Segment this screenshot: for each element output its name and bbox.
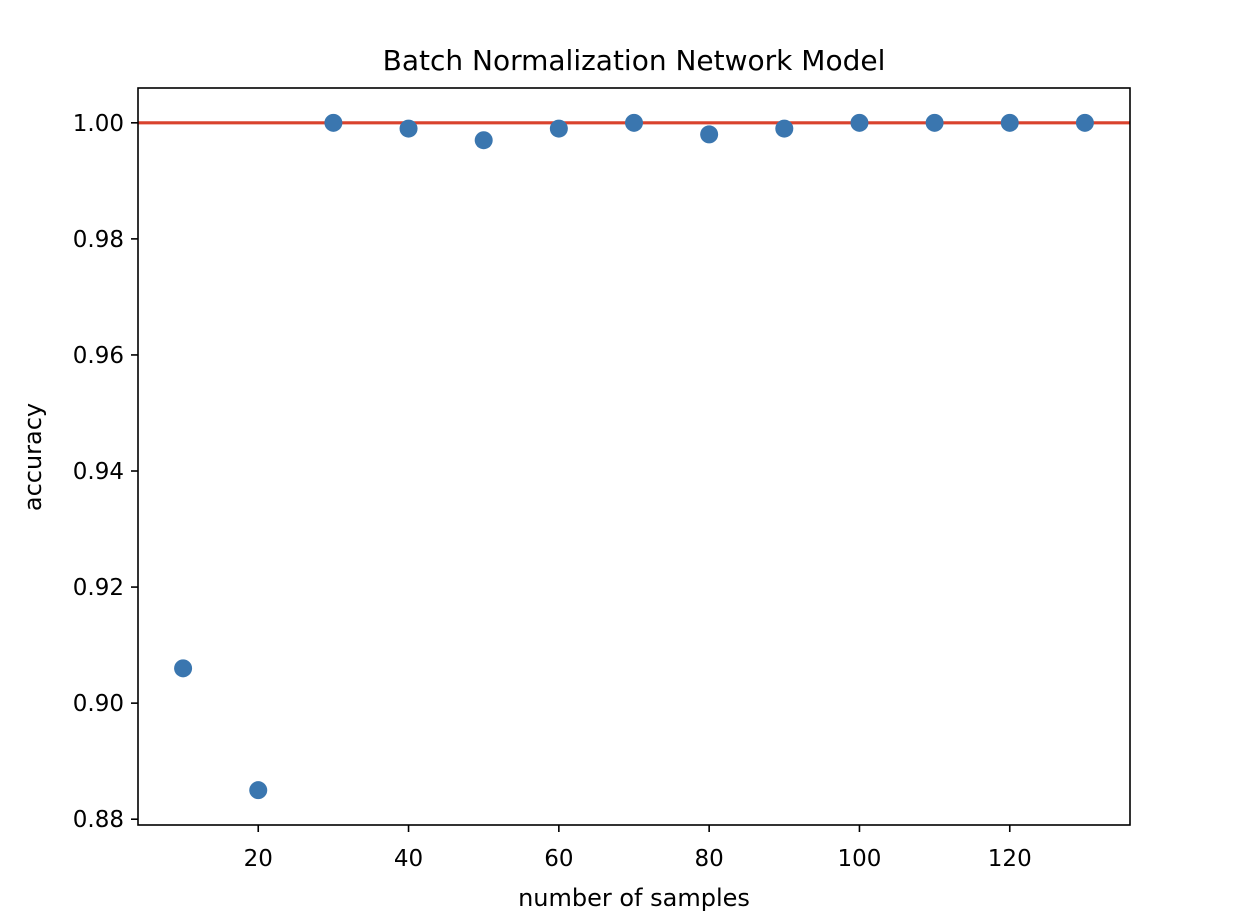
x-tick-label: 60 (544, 846, 573, 872)
data-point (850, 113, 869, 132)
y-tick-label: 0.96 (73, 343, 124, 369)
y-axis-label: accuracy (19, 403, 47, 511)
data-point (925, 113, 944, 132)
data-point (399, 119, 418, 138)
chart-title: Batch Normalization Network Model (383, 44, 886, 77)
x-tick-label: 100 (838, 846, 882, 872)
x-tick-label: 80 (695, 846, 724, 872)
y-tick-label: 1.00 (73, 111, 124, 137)
x-axis: 20 40 60 80 100 120 (244, 825, 1032, 872)
data-point (324, 113, 343, 132)
x-tick-label: 120 (988, 846, 1032, 872)
data-points (174, 113, 1094, 800)
data-point (700, 125, 719, 144)
data-point (174, 659, 193, 678)
y-tick-label: 0.92 (73, 575, 124, 601)
data-point (1000, 113, 1019, 132)
x-tick-label: 20 (244, 846, 273, 872)
data-point (1075, 113, 1094, 132)
data-point (775, 119, 794, 138)
y-tick-label: 0.90 (73, 691, 124, 717)
data-point (549, 119, 568, 138)
y-axis: 0.88 0.90 0.92 0.94 0.96 0.98 1.00 (73, 111, 138, 833)
x-axis-label: number of samples (518, 884, 750, 912)
y-tick-label: 0.98 (73, 227, 124, 253)
plot-frame (137, 87, 1131, 826)
data-point (474, 131, 493, 150)
y-tick-label: 0.94 (73, 459, 124, 485)
plot-area (138, 88, 1130, 825)
data-point (625, 113, 643, 132)
data-point (249, 781, 268, 800)
x-tick-label: 40 (394, 846, 423, 872)
y-tick-label: 0.88 (73, 807, 124, 833)
